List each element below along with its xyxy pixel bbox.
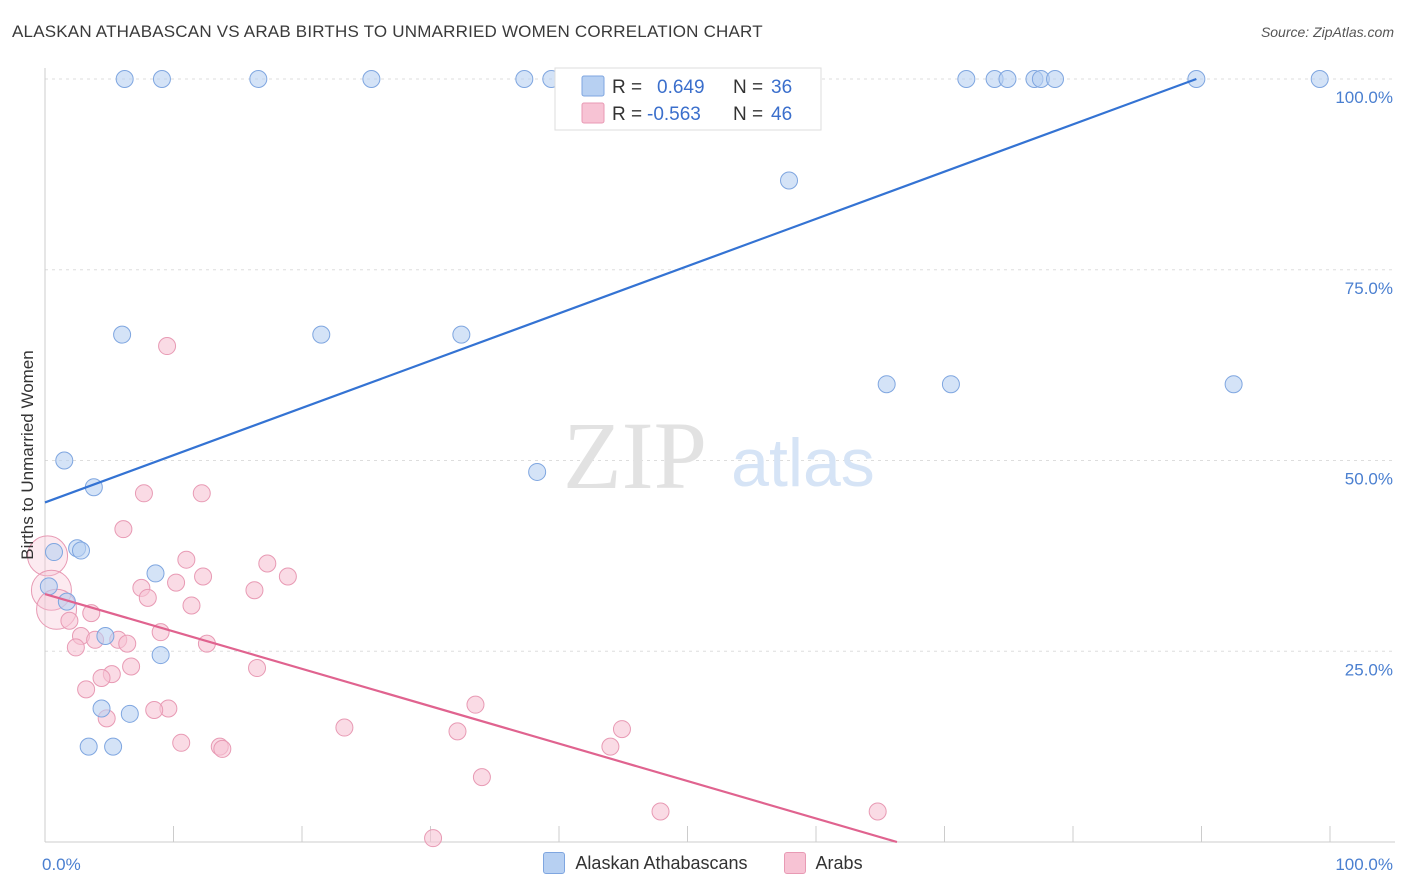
data-point bbox=[44, 543, 63, 562]
trend-lines bbox=[44, 77, 1197, 844]
legend-box: R = 0.649 N = 36 R = -0.563 N = 46 bbox=[554, 67, 822, 131]
data-point bbox=[362, 70, 381, 88]
data-point bbox=[612, 720, 631, 739]
data-point bbox=[194, 567, 213, 586]
data-point bbox=[249, 70, 268, 88]
legend-swatch-blue bbox=[581, 75, 605, 97]
data-point bbox=[780, 171, 799, 190]
data-point bbox=[60, 611, 79, 630]
data-point bbox=[868, 802, 887, 821]
bottom-legend-label-arabs: Arabs bbox=[815, 852, 863, 873]
data-point bbox=[213, 739, 232, 758]
data-point bbox=[152, 70, 171, 88]
x-tick-label: 0.0% bbox=[42, 855, 81, 874]
data-point bbox=[452, 325, 471, 344]
y-tick-label: 75.0% bbox=[1345, 279, 1393, 298]
data-point bbox=[92, 668, 111, 687]
legend-swatch-pink bbox=[581, 102, 605, 124]
data-point bbox=[515, 70, 534, 88]
data-point bbox=[601, 737, 620, 756]
data-point bbox=[278, 567, 297, 586]
chart-title: ALASKAN ATHABASCAN VS ARAB BIRTHS TO UNM… bbox=[12, 22, 763, 41]
data-point bbox=[120, 704, 139, 723]
bottom-legend-item-athabascans: Alaskan Athabascans bbox=[543, 852, 748, 874]
data-point bbox=[122, 657, 141, 676]
series-arabs-points bbox=[27, 337, 887, 848]
watermark-atlas: atlas bbox=[731, 425, 875, 501]
data-point bbox=[77, 680, 96, 699]
tick-labels: 25.0% 50.0% 75.0% 100.0% 0.0% 100.0% bbox=[42, 88, 1393, 874]
data-point bbox=[177, 550, 196, 569]
data-point bbox=[192, 484, 211, 503]
data-point bbox=[138, 588, 157, 607]
data-point bbox=[71, 541, 90, 560]
data-point bbox=[158, 337, 177, 356]
data-point bbox=[57, 592, 76, 611]
data-point bbox=[145, 701, 164, 720]
data-point bbox=[1046, 70, 1065, 88]
data-point bbox=[182, 596, 201, 615]
data-point bbox=[55, 451, 74, 470]
y-axis-label: Births to Unmarried Women bbox=[18, 350, 37, 559]
series-athabascans-points bbox=[39, 70, 1329, 756]
data-point bbox=[957, 70, 976, 88]
data-point bbox=[151, 646, 170, 665]
data-point bbox=[66, 638, 85, 657]
watermark: ZIP atlas bbox=[563, 402, 875, 509]
legend-r-label-2: R = bbox=[612, 104, 642, 125]
data-point bbox=[79, 737, 98, 756]
data-point bbox=[998, 70, 1017, 88]
bottom-legend: Alaskan Athabascans Arabs bbox=[0, 852, 1406, 874]
bottom-legend-label-athabascans: Alaskan Athabascans bbox=[575, 852, 748, 873]
gridlines bbox=[45, 78, 1395, 652]
data-point bbox=[335, 718, 354, 737]
data-point bbox=[248, 659, 267, 678]
bottom-legend-swatch-pink bbox=[783, 852, 806, 874]
data-point bbox=[1224, 375, 1243, 394]
y-tick-label: 100.0% bbox=[1335, 88, 1393, 107]
data-point bbox=[96, 626, 115, 645]
legend-n-label-1: N = bbox=[733, 77, 763, 98]
bottom-legend-swatch-blue bbox=[543, 852, 566, 874]
data-point bbox=[172, 733, 191, 752]
data-point bbox=[114, 520, 133, 539]
data-point bbox=[528, 462, 547, 481]
data-point bbox=[877, 375, 896, 394]
data-point bbox=[118, 634, 137, 653]
y-tick-label: 50.0% bbox=[1345, 470, 1393, 489]
legend-n-label-2: N = bbox=[733, 104, 763, 125]
data-point bbox=[146, 564, 165, 583]
data-point bbox=[651, 802, 670, 821]
data-point bbox=[466, 695, 485, 714]
data-point bbox=[448, 722, 467, 741]
data-point bbox=[115, 70, 134, 88]
data-point bbox=[424, 829, 443, 848]
data-point bbox=[472, 768, 491, 787]
legend-r-label-1: R = bbox=[612, 77, 642, 98]
legend-n-value-1: 36 bbox=[771, 77, 792, 98]
data-point bbox=[113, 325, 132, 344]
axes bbox=[44, 68, 1395, 843]
data-point bbox=[1310, 70, 1329, 88]
data-point bbox=[134, 484, 153, 503]
legend-n-value-2: 46 bbox=[771, 104, 792, 125]
bottom-legend-item-arabs: Arabs bbox=[783, 852, 863, 874]
data-point bbox=[312, 325, 331, 344]
data-point bbox=[258, 554, 277, 573]
y-tick-label: 25.0% bbox=[1345, 660, 1393, 679]
trend-line-athabascans bbox=[44, 77, 1197, 504]
legend-r-value-2: -0.563 bbox=[647, 104, 701, 125]
watermark-zip: ZIP bbox=[563, 402, 707, 509]
trend-line-arabs bbox=[44, 592, 898, 844]
data-point bbox=[104, 737, 123, 756]
data-point bbox=[167, 573, 186, 592]
x-tick-label: 100.0% bbox=[1335, 855, 1393, 874]
data-point bbox=[39, 577, 58, 596]
data-point bbox=[941, 375, 960, 394]
source-credit: Source: ZipAtlas.com bbox=[1260, 24, 1394, 40]
data-point bbox=[245, 581, 264, 600]
data-point bbox=[92, 699, 111, 718]
legend-r-value-1: 0.649 bbox=[657, 77, 705, 98]
